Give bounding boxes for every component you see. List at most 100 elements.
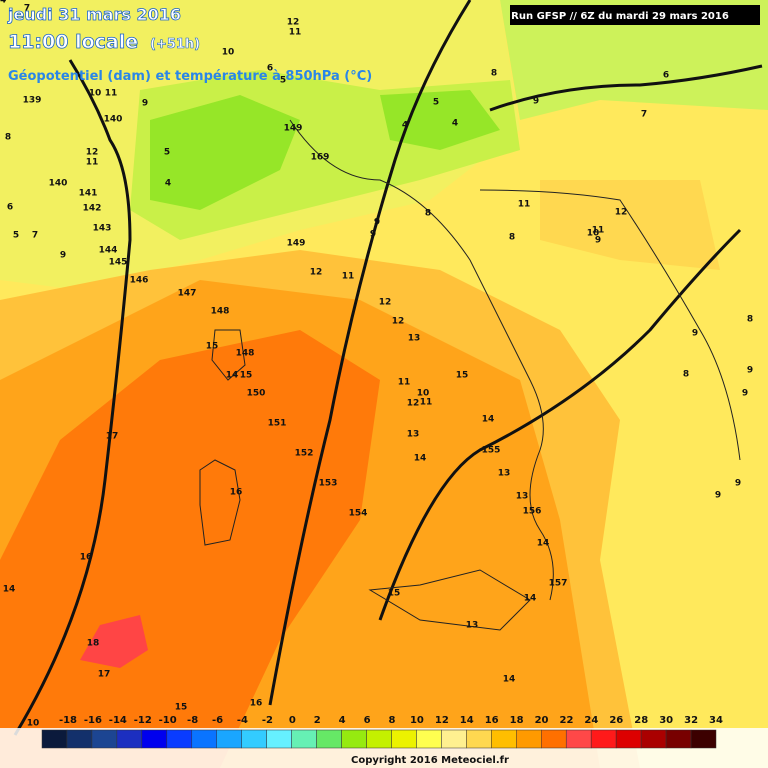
map-label: 13 <box>516 492 529 502</box>
map-label: 147 <box>178 289 197 299</box>
map-label: 143 <box>93 224 112 234</box>
colorbar-label: -2 <box>262 715 273 726</box>
map-label: 13 <box>407 430 420 440</box>
colorbar-label: -6 <box>212 715 223 726</box>
map-label: 10 <box>89 89 102 99</box>
map-label: 14 <box>0 0 6 6</box>
colorbar-swatch <box>91 729 118 749</box>
colorbar-label: 18 <box>510 715 524 726</box>
map-label: 156 <box>523 507 542 517</box>
coastlines <box>199 119 741 631</box>
colorbar-swatch <box>590 729 617 749</box>
map-label: 9 <box>142 99 148 109</box>
colorbar-swatch <box>541 729 567 749</box>
map-label: 9 <box>370 230 376 240</box>
map-label: 12 <box>86 148 99 158</box>
colorbar-swatch <box>441 729 467 749</box>
map-label: 13 <box>408 334 421 344</box>
map-label: 17 <box>106 432 119 442</box>
colorbar-label: 16 <box>485 715 499 726</box>
map-label: 149 <box>287 239 306 249</box>
colorbar-swatch <box>41 729 68 749</box>
map-label: 14 <box>537 539 550 549</box>
map-label: 140 <box>104 115 123 125</box>
map-label: 9 <box>747 366 753 376</box>
map-label: 9 <box>374 218 380 228</box>
map-label: 8 <box>491 69 497 79</box>
map-label: 10 <box>27 719 40 729</box>
colorbar-swatch <box>665 729 692 749</box>
map-label: 146 <box>130 276 149 286</box>
map-label: 6 <box>663 71 669 81</box>
map-label: 9 <box>742 389 748 399</box>
colorbar-label: -16 <box>84 715 102 726</box>
colorbar-swatch <box>66 729 93 749</box>
map-label: 4 <box>402 121 408 131</box>
colorbar-swatch <box>615 729 642 749</box>
map-label: 11 <box>289 28 302 38</box>
colorbar-label: -18 <box>59 715 77 726</box>
map-label: 8 <box>5 133 11 143</box>
colorbar-swatch <box>241 729 267 749</box>
colorbar-label: 2 <box>314 715 321 726</box>
map-label: 11 <box>518 200 531 210</box>
run-info: Run GFSP // 6Z du mardi 29 mars 2016 <box>511 11 729 22</box>
colorbar-swatch <box>565 729 592 749</box>
map-label: 157 <box>549 579 568 589</box>
map-label: 11 <box>398 378 411 388</box>
map-label: 142 <box>83 204 102 214</box>
map-label: 16 <box>80 553 93 563</box>
colorbar-label: 34 <box>709 715 723 726</box>
map-label: 17 <box>98 670 111 680</box>
colorbar-label: 12 <box>435 715 449 726</box>
map-label: 12 <box>407 399 420 409</box>
map-label: 5 <box>13 231 19 241</box>
map-label: 18 <box>87 639 100 649</box>
map-label: 11 <box>342 272 355 282</box>
colorbar-swatch <box>466 729 492 749</box>
colorbar-label: 0 <box>289 715 296 726</box>
colorbar-swatch <box>640 729 667 749</box>
map-label: 139 <box>23 96 42 106</box>
map-label: 8 <box>683 370 689 380</box>
colorbar-swatch <box>191 729 217 749</box>
map-label: 8 <box>747 315 753 325</box>
colorbar-swatch <box>141 729 168 749</box>
map-label: 12 <box>379 298 392 308</box>
map-label: 8 <box>425 209 431 219</box>
colorbar-label: -14 <box>109 715 127 726</box>
colorbar-label: 4 <box>339 715 346 726</box>
map-label: 9 <box>692 329 698 339</box>
map-label: 11 <box>105 89 118 99</box>
map-label: 15 <box>206 342 219 352</box>
map-label: 16 <box>230 488 243 498</box>
map-label: 151 <box>268 419 287 429</box>
map-label: 149 <box>284 124 303 134</box>
map-label: 10 <box>587 229 600 239</box>
colorbar-swatch <box>116 729 143 749</box>
map-label: 169 <box>311 153 330 163</box>
map-label: 140 <box>49 179 68 189</box>
map-label: 14 <box>414 454 427 464</box>
colorbar-label: 30 <box>659 715 673 726</box>
field-area <box>540 180 720 270</box>
map-label: 7 <box>24 4 30 14</box>
colorbar-label: 20 <box>535 715 549 726</box>
map-label: 9 <box>60 251 66 261</box>
colorbar-swatch <box>266 729 292 749</box>
map-label: 152 <box>295 449 314 459</box>
map-label: 9 <box>715 491 721 501</box>
colorbar-label: -8 <box>187 715 198 726</box>
map-label: 10 <box>417 389 430 399</box>
colorbar-label: -4 <box>237 715 248 726</box>
colorbar-label: 10 <box>410 715 424 726</box>
map-label: 9 <box>533 97 539 107</box>
map-label: 5 <box>433 98 439 108</box>
map-label: 15 <box>240 371 253 381</box>
map-label: 12 <box>310 268 323 278</box>
map-label: 6 <box>7 203 13 213</box>
run-box <box>510 5 760 25</box>
map-label: 7 <box>641 110 647 120</box>
map-label: 11 <box>86 158 99 168</box>
